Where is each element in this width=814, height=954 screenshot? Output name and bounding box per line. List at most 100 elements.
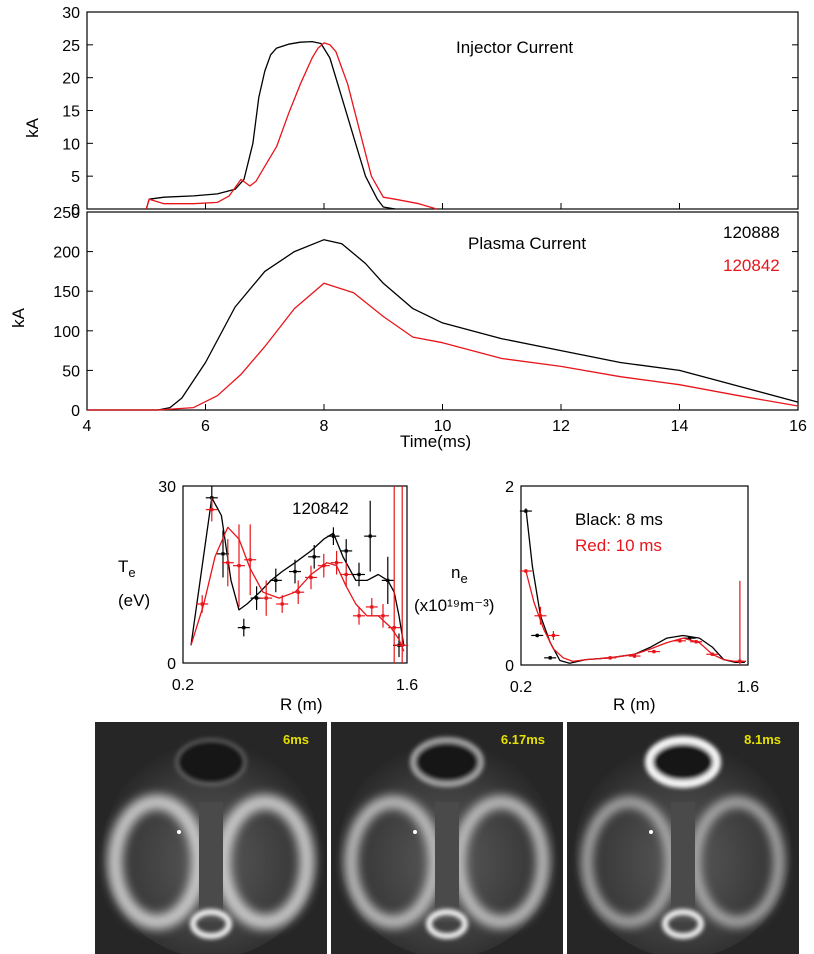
data-point xyxy=(312,555,316,559)
y-tick-label: 200 xyxy=(53,245,80,262)
y-tick-label: 25 xyxy=(62,38,80,55)
data-point xyxy=(242,626,246,630)
y-tick-label: 30 xyxy=(62,5,80,22)
data-point xyxy=(632,654,637,658)
data-point xyxy=(357,614,361,618)
data-point xyxy=(344,549,348,553)
y-tick-label: 5 xyxy=(71,169,80,186)
legend-120888: 120888 xyxy=(723,223,780,242)
data-point xyxy=(738,659,742,664)
camera-frame-3: 8.1ms xyxy=(567,722,799,954)
data-point xyxy=(264,596,268,600)
data-point xyxy=(274,578,278,582)
camera-frame-1: 6ms xyxy=(95,722,327,954)
ne-xlabel: R (m) xyxy=(613,695,655,714)
bottom-ring xyxy=(190,909,232,939)
camera-image-3 xyxy=(567,722,799,954)
y-tick-label: 10 xyxy=(62,136,80,153)
top-bubble xyxy=(409,736,485,788)
frame-time-label-1: 6ms xyxy=(282,732,309,747)
data-point xyxy=(538,614,543,618)
data-point xyxy=(392,626,396,630)
y-tick-label: 150 xyxy=(53,284,80,301)
frame-time-label-3: 8.1ms xyxy=(744,732,781,747)
bright-spot xyxy=(413,830,417,834)
data-point xyxy=(221,552,225,556)
ne-profile-panel: Black: 8 ms Red: 10 ms ne (x10¹⁹m⁻³) R (… xyxy=(414,479,759,714)
data-point xyxy=(331,534,335,538)
x-tick-label: 10 xyxy=(434,418,452,435)
bright-spot xyxy=(177,830,181,834)
y-tick-label: 2 xyxy=(505,479,514,496)
te-ylabel: Te xyxy=(118,557,136,580)
data-point xyxy=(200,602,204,606)
x-tick-label: 14 xyxy=(671,418,689,435)
center-column xyxy=(435,802,459,922)
te-ylabel-main: T xyxy=(118,557,128,576)
series-line-120888 xyxy=(145,40,396,210)
plasma-title: Plasma Current xyxy=(468,234,586,253)
data-point xyxy=(322,564,326,568)
injector-title: Injector Current xyxy=(456,38,573,57)
ne-ylabel-main: n xyxy=(451,563,460,582)
data-point xyxy=(710,652,714,656)
center-column xyxy=(199,802,223,922)
center-column xyxy=(671,802,695,922)
data-point xyxy=(551,633,556,638)
series-line-120888 xyxy=(87,239,799,411)
data-point xyxy=(226,561,230,565)
y-tick-label: 20 xyxy=(62,71,80,88)
x-tick-label: 4 xyxy=(83,418,92,435)
series-line-black-8-ms xyxy=(190,497,405,646)
camera-frame-2: 6.17ms xyxy=(331,722,563,954)
x-tick-label: 6 xyxy=(201,418,210,435)
top-bubble xyxy=(645,736,721,788)
data-point xyxy=(368,534,372,538)
x-tick-label: 1.6 xyxy=(396,677,418,694)
data-point xyxy=(280,602,284,606)
series-line-black-8-ms xyxy=(525,508,745,664)
data-point xyxy=(335,561,339,565)
camera-image-1 xyxy=(95,722,327,954)
time-axis-label: Time(ms) xyxy=(400,432,471,451)
bright-spot xyxy=(649,830,653,834)
data-point xyxy=(608,656,612,660)
data-point xyxy=(296,590,300,594)
x-tick-label: 12 xyxy=(552,418,570,435)
data-point xyxy=(688,636,692,640)
data-point xyxy=(524,569,528,573)
data-point xyxy=(694,640,698,644)
data-point xyxy=(370,605,374,609)
data-point xyxy=(344,572,348,577)
y-tick-label: 0 xyxy=(71,403,80,420)
ne-plot-frame xyxy=(520,485,749,666)
y-tick-label: 250 xyxy=(53,205,80,222)
data-point xyxy=(652,649,656,654)
bottom-ring xyxy=(662,909,704,939)
y-tick-label: 15 xyxy=(62,104,80,121)
series-line-120842 xyxy=(87,282,799,411)
data-point xyxy=(309,575,313,580)
data-point xyxy=(237,564,241,568)
data-point xyxy=(357,572,361,577)
y-tick-label: 0 xyxy=(71,202,80,219)
data-point xyxy=(255,596,259,600)
frame-time-label-2: 6.17ms xyxy=(500,732,545,747)
te-plot-frame xyxy=(182,485,408,664)
x-tick-label: 0.2 xyxy=(510,679,532,696)
data-point xyxy=(381,614,385,618)
y-tick-label: 0 xyxy=(505,658,514,675)
series-line-red-10-ms xyxy=(525,570,745,663)
y-tick-label: 100 xyxy=(53,324,80,341)
x-tick-label: 1.6 xyxy=(737,679,759,696)
plasma-ylabel: kA xyxy=(9,307,28,328)
y-tick-label: 30 xyxy=(158,479,176,496)
camera-frames: 6ms 6.17ms 8.1ms xyxy=(95,722,799,954)
x-tick-label: 0.2 xyxy=(172,677,194,694)
legend-120842: 120842 xyxy=(723,256,780,275)
ne-legend-red: Red: 10 ms xyxy=(575,536,662,555)
te-yunit: (eV) xyxy=(118,591,150,610)
x-tick-label: 8 xyxy=(320,418,329,435)
te-ylabel-sub: e xyxy=(128,565,135,580)
